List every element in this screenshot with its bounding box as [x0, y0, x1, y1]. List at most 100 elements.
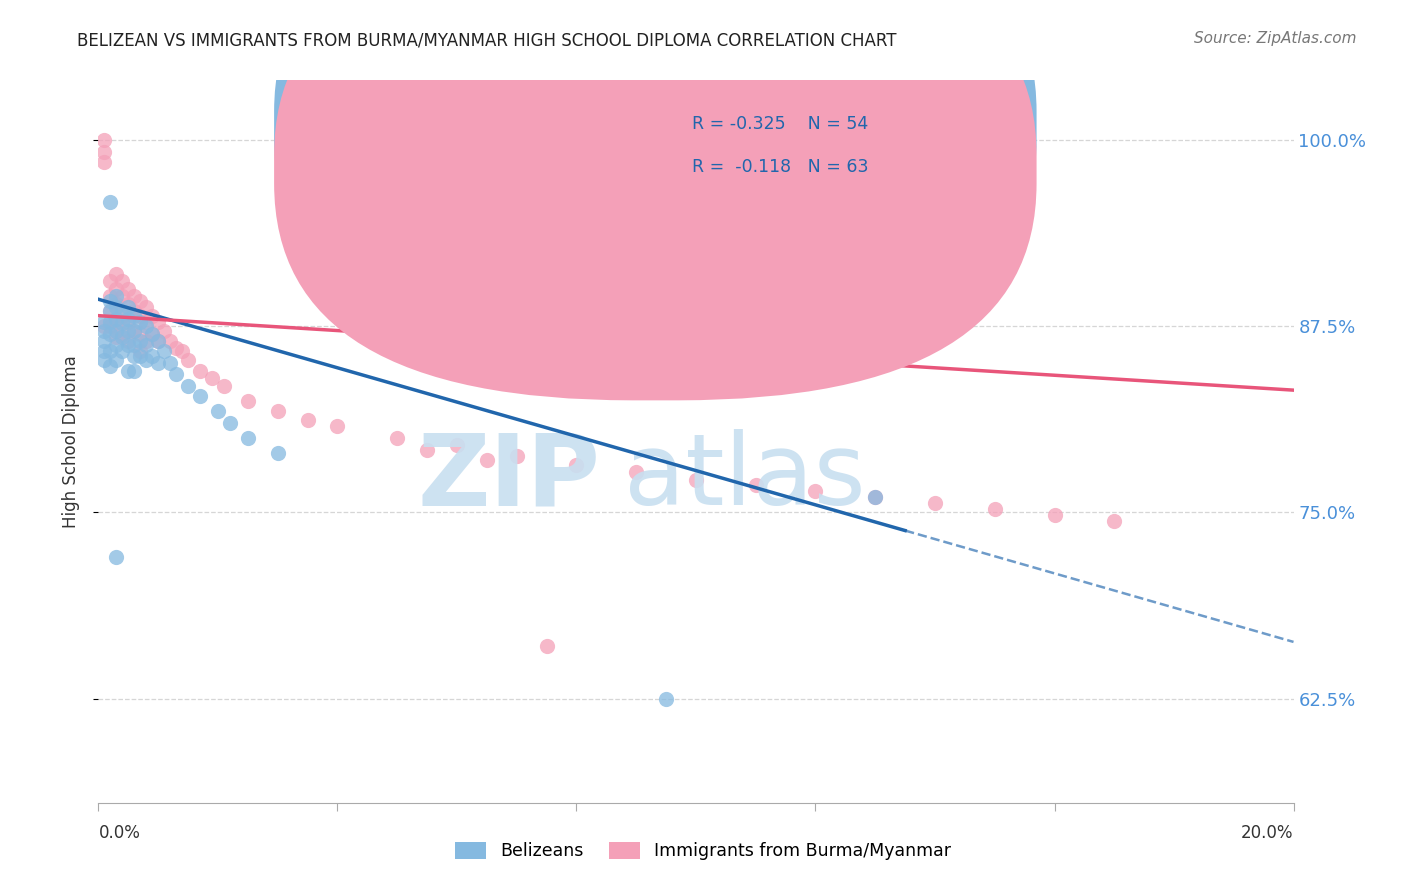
Point [111, 309, 134, 323]
Point [153, 324, 176, 338]
Point [177, 353, 200, 368]
Point [93, 353, 115, 368]
Point [865, 491, 887, 505]
Point [98, 315, 122, 329]
Point [117, 297, 139, 311]
Point [685, 473, 707, 487]
Point [135, 319, 157, 334]
Point [385, 431, 409, 445]
Point [117, 334, 139, 348]
Point [165, 342, 187, 356]
Point [416, 442, 439, 457]
Text: ZIP: ZIP [418, 429, 600, 526]
Point [446, 438, 468, 452]
Point [124, 338, 146, 352]
Point [117, 324, 139, 338]
Text: Source: ZipAtlas.com: Source: ZipAtlas.com [1194, 31, 1357, 46]
Point [129, 349, 152, 363]
Point [117, 338, 139, 352]
Point [129, 326, 152, 341]
Point [297, 413, 319, 427]
Point [159, 334, 181, 348]
Point [141, 349, 163, 363]
Point [141, 326, 163, 341]
Point [141, 326, 163, 341]
Point [98, 359, 122, 374]
Point [207, 404, 229, 418]
Text: 20.0%: 20.0% [1241, 823, 1294, 842]
Point [1104, 514, 1126, 528]
Point [98, 304, 122, 318]
Point [105, 300, 128, 314]
Point [924, 496, 946, 510]
Point [111, 344, 134, 359]
Point [188, 364, 211, 378]
Point [267, 404, 290, 418]
Point [93, 324, 115, 338]
Point [129, 334, 152, 348]
Point [105, 353, 128, 368]
Point [111, 329, 134, 343]
Text: atlas: atlas [624, 429, 866, 526]
Point [475, 453, 498, 467]
Point [105, 315, 128, 329]
Point [326, 418, 349, 433]
Point [93, 155, 115, 169]
FancyBboxPatch shape [274, 0, 1036, 357]
Point [105, 289, 128, 303]
Point [129, 309, 152, 323]
Point [111, 274, 134, 288]
Point [219, 416, 242, 430]
Point [98, 304, 122, 318]
Point [745, 478, 768, 492]
Point [536, 640, 558, 654]
Point [565, 458, 588, 472]
Point [212, 378, 235, 392]
Point [129, 344, 152, 359]
Point [93, 133, 115, 147]
Point [124, 364, 146, 378]
Point [93, 334, 115, 348]
Point [201, 371, 224, 385]
Point [655, 691, 678, 706]
Point [98, 326, 122, 341]
Point [626, 465, 648, 479]
Point [105, 549, 128, 564]
Point [804, 484, 827, 499]
Point [98, 319, 122, 334]
Point [117, 311, 139, 326]
Point [172, 344, 194, 359]
Point [124, 309, 146, 323]
Text: 0.0%: 0.0% [98, 823, 141, 842]
Point [105, 282, 128, 296]
Point [129, 293, 152, 308]
Point [93, 145, 115, 159]
Point [117, 300, 139, 314]
FancyBboxPatch shape [274, 0, 1036, 401]
Point [117, 315, 139, 329]
Point [98, 274, 122, 288]
Point [117, 364, 139, 378]
Point [105, 324, 128, 338]
Point [506, 449, 529, 463]
Point [141, 309, 163, 323]
Point [267, 446, 290, 460]
Point [188, 389, 211, 403]
Point [865, 491, 887, 505]
Point [124, 349, 146, 363]
Point [117, 282, 139, 296]
Point [105, 329, 128, 343]
Point [111, 304, 134, 318]
Point [124, 304, 146, 318]
Point [111, 326, 134, 341]
Y-axis label: High School Diploma: High School Diploma [62, 355, 80, 528]
Point [135, 353, 157, 368]
Point [111, 289, 134, 303]
Point [135, 334, 157, 348]
Point [105, 297, 128, 311]
Text: BELIZEAN VS IMMIGRANTS FROM BURMA/MYANMAR HIGH SCHOOL DIPLOMA CORRELATION CHART: BELIZEAN VS IMMIGRANTS FROM BURMA/MYANMA… [77, 31, 897, 49]
Point [148, 356, 170, 370]
Point [93, 315, 115, 329]
Point [98, 289, 122, 303]
Point [148, 315, 170, 329]
